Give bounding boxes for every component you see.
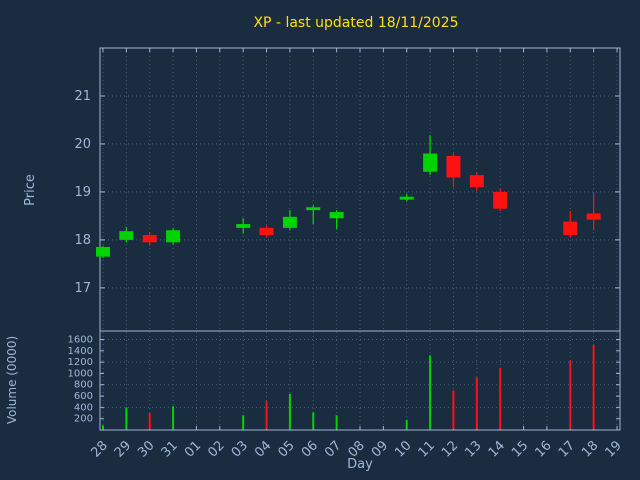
x-tick-label: 31 — [159, 438, 181, 460]
candle-body — [329, 212, 344, 219]
volume-tick-label: 1600 — [68, 334, 93, 345]
x-tick-label: 15 — [509, 438, 531, 460]
candle-body — [399, 196, 414, 200]
x-tick-label: 28 — [89, 438, 111, 460]
candle-body — [282, 216, 297, 228]
x-tick-label: 06 — [299, 438, 321, 460]
x-tick-label: 05 — [275, 438, 297, 460]
volume-panel-frame — [99, 330, 621, 431]
candle-body — [96, 247, 110, 257]
plot-area: 1718192021200400600800100012001400160028… — [68, 47, 625, 461]
candle-body — [469, 175, 484, 188]
volume-tick-label: 1200 — [68, 357, 93, 368]
x-tick-label: 07 — [322, 438, 344, 460]
x-tick-label: 04 — [252, 438, 274, 460]
price-axis-label: Price — [23, 174, 38, 206]
candle-body — [142, 235, 157, 243]
x-tick-label: 19 — [603, 438, 625, 460]
x-tick-label: 14 — [486, 438, 508, 460]
candle-body — [493, 191, 508, 209]
candle-body — [423, 153, 438, 172]
chart-title: XP - last updated 18/11/2025 — [253, 15, 458, 31]
candle-body — [236, 224, 251, 228]
candle-body — [306, 207, 321, 211]
axes-layer: 1718192021200400600800100012001400160028… — [68, 47, 625, 461]
x-tick-label: 02 — [205, 438, 227, 460]
price-tick-label: 21 — [74, 89, 91, 104]
volume-tick-label: 400 — [74, 402, 93, 413]
volume-tick-label: 1400 — [68, 346, 93, 357]
grid-layer — [100, 48, 620, 430]
x-tick-label: 16 — [532, 438, 554, 460]
candle-body — [166, 230, 181, 243]
x-tick-label: 17 — [556, 438, 578, 460]
x-tick-label: 10 — [392, 438, 414, 460]
candle-body — [119, 231, 134, 240]
candle-body — [446, 155, 461, 178]
volume-tick-label: 200 — [74, 414, 93, 425]
x-tick-label: 12 — [439, 438, 461, 460]
x-tick-label: 30 — [135, 438, 157, 460]
price-tick-label: 18 — [74, 233, 91, 248]
candle-body — [563, 221, 578, 236]
volume-tick-label: 800 — [74, 380, 93, 391]
price-tick-label: 19 — [74, 185, 91, 200]
x-tick-label: 18 — [579, 438, 601, 460]
series-layer — [96, 135, 601, 429]
volume-tick-label: 1000 — [68, 368, 93, 379]
candle-body — [586, 213, 601, 220]
candle-body — [259, 227, 274, 236]
x-tick-label: 03 — [229, 438, 251, 460]
x-tick-label: 29 — [112, 438, 134, 460]
volume-tick-label: 600 — [74, 391, 93, 402]
x-tick-label: 13 — [462, 438, 484, 460]
price-tick-label: 20 — [74, 137, 91, 152]
x-tick-label: 11 — [416, 438, 438, 460]
volume-axis-label: Volume (0000) — [5, 336, 19, 424]
x-tick-label: 01 — [182, 438, 204, 460]
x-axis-label: Day — [347, 457, 373, 472]
price-tick-label: 17 — [74, 281, 91, 296]
